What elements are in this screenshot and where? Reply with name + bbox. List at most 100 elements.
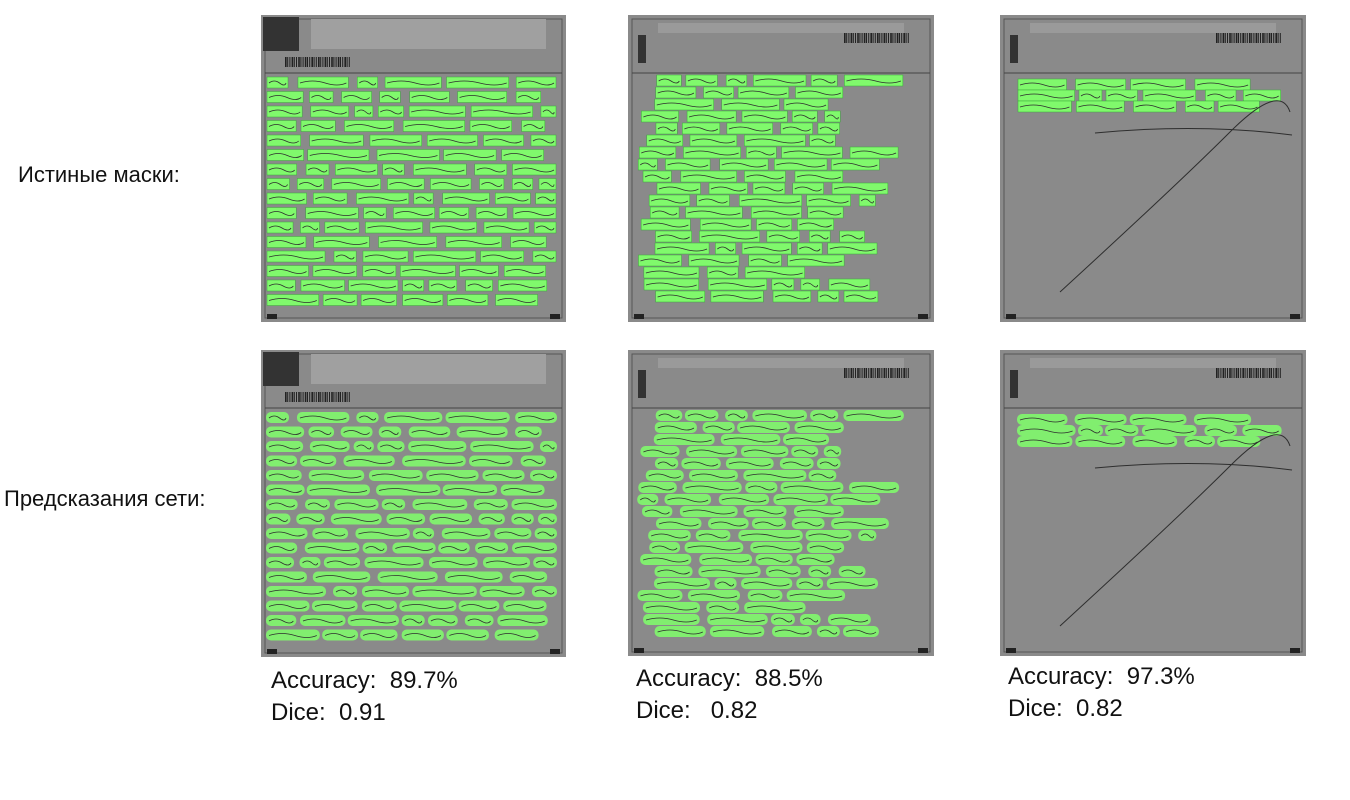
handwriting-stroke bbox=[845, 629, 877, 635]
barcode-bar bbox=[300, 57, 302, 67]
handwriting-stroke bbox=[364, 589, 407, 595]
barcode-bar bbox=[322, 392, 324, 402]
handwriting-stroke bbox=[523, 459, 544, 464]
handwriting-stroke bbox=[359, 415, 377, 421]
barcode-bar bbox=[293, 57, 295, 67]
handwriting-stroke bbox=[324, 298, 356, 303]
handwriting-stroke bbox=[380, 575, 435, 580]
barcode-bar bbox=[1240, 33, 1242, 43]
handwriting-stroke bbox=[503, 153, 542, 158]
handwriting-stroke bbox=[773, 282, 793, 288]
barcode-bar bbox=[291, 57, 294, 67]
barcode-bar bbox=[1266, 368, 1268, 378]
barcode-bar bbox=[342, 392, 344, 402]
word-mask bbox=[521, 120, 546, 132]
barcode-bar bbox=[1255, 368, 1258, 378]
handwriting-stroke bbox=[657, 90, 695, 96]
barcode-bar bbox=[850, 368, 853, 378]
handwriting-stroke bbox=[432, 182, 470, 187]
handwriting-stroke bbox=[846, 78, 902, 84]
handwriting-stroke bbox=[449, 633, 487, 638]
handwriting-stroke bbox=[299, 517, 323, 522]
word-mask bbox=[540, 105, 557, 118]
barcode-bar bbox=[874, 368, 876, 378]
sheet-border bbox=[631, 353, 931, 653]
barcode-bar bbox=[320, 392, 322, 402]
handwriting-stroke bbox=[535, 225, 555, 231]
handwriting-stroke bbox=[648, 138, 682, 144]
barcode-bar bbox=[1246, 33, 1248, 43]
handwriting-stroke bbox=[302, 124, 334, 129]
handwriting-stroke bbox=[268, 298, 317, 303]
handwriting-stroke bbox=[540, 517, 555, 522]
handwriting-stroke bbox=[721, 162, 767, 168]
word-mask bbox=[817, 290, 840, 303]
barcode-bar bbox=[1271, 33, 1272, 43]
handwriting-stroke bbox=[405, 124, 463, 129]
handwriting-stroke bbox=[799, 246, 821, 252]
handwriting-stroke bbox=[448, 80, 507, 86]
barcode-bar bbox=[857, 368, 859, 378]
handwriting-stroke bbox=[811, 473, 834, 479]
word-mask bbox=[537, 513, 557, 525]
handwriting-stroke bbox=[698, 533, 728, 539]
handwriting-stroke bbox=[841, 234, 863, 240]
barcode-bar bbox=[1229, 368, 1231, 378]
barcode-bar bbox=[1268, 368, 1271, 378]
handwriting-stroke bbox=[506, 604, 544, 609]
barcode-bar bbox=[844, 368, 846, 378]
handwriting-stroke bbox=[268, 546, 295, 551]
handwriting-stroke bbox=[747, 270, 803, 276]
handwriting-stroke bbox=[746, 509, 784, 515]
barcode-bar bbox=[335, 57, 337, 67]
word-mask bbox=[637, 158, 658, 171]
handwriting-stroke bbox=[841, 569, 863, 575]
barcode-bar bbox=[901, 368, 903, 378]
word-mask bbox=[266, 207, 297, 219]
handwriting-stroke bbox=[429, 473, 476, 479]
barcode-bar bbox=[346, 57, 348, 67]
word-mask bbox=[839, 230, 865, 243]
barcode-bar bbox=[1229, 33, 1231, 43]
handwriting-stroke bbox=[268, 502, 295, 508]
handwriting-stroke bbox=[268, 633, 317, 638]
handwriting-stroke bbox=[690, 258, 738, 264]
handwriting-stroke bbox=[346, 459, 392, 464]
handwriting-stroke bbox=[651, 533, 689, 539]
word-mask bbox=[428, 279, 458, 292]
barcode-bar bbox=[1279, 33, 1281, 43]
handwriting-stroke bbox=[405, 459, 463, 464]
barcode-bar bbox=[1220, 368, 1222, 378]
barcode-bar bbox=[870, 33, 872, 43]
barcode-bar bbox=[344, 57, 346, 67]
handwriting-stroke bbox=[657, 461, 676, 467]
word-mask bbox=[300, 221, 320, 234]
handwriting-stroke bbox=[702, 557, 750, 563]
handwriting-stroke bbox=[268, 153, 302, 158]
handwriting-stroke bbox=[799, 581, 821, 587]
handwriting-stroke bbox=[658, 186, 699, 192]
pen-stroke bbox=[1059, 100, 1291, 293]
header-box bbox=[1030, 23, 1276, 33]
barcode-bar bbox=[901, 33, 903, 43]
handwriting-stroke bbox=[727, 413, 746, 419]
handwriting-stroke bbox=[467, 618, 491, 624]
handwriting-stroke bbox=[540, 182, 555, 187]
handwriting-stroke bbox=[459, 95, 505, 100]
handwriting-stroke bbox=[537, 196, 555, 202]
handwriting-stroke bbox=[335, 589, 355, 595]
handwriting-stroke bbox=[652, 210, 678, 216]
handwriting-stroke bbox=[811, 138, 834, 144]
handwriting-stroke bbox=[1019, 82, 1065, 88]
handwriting-stroke bbox=[739, 90, 788, 96]
barcode-bar bbox=[313, 57, 315, 67]
handwriting-stroke bbox=[477, 211, 506, 216]
handwriting-stroke bbox=[380, 109, 402, 115]
barcode-bar bbox=[309, 57, 311, 67]
handwriting-stroke bbox=[753, 545, 800, 551]
handwriting-stroke bbox=[710, 521, 746, 527]
handwriting-stroke bbox=[268, 225, 292, 231]
handwriting-stroke bbox=[395, 211, 433, 216]
handwriting-stroke bbox=[682, 509, 735, 515]
handwriting-stroke bbox=[326, 225, 358, 231]
